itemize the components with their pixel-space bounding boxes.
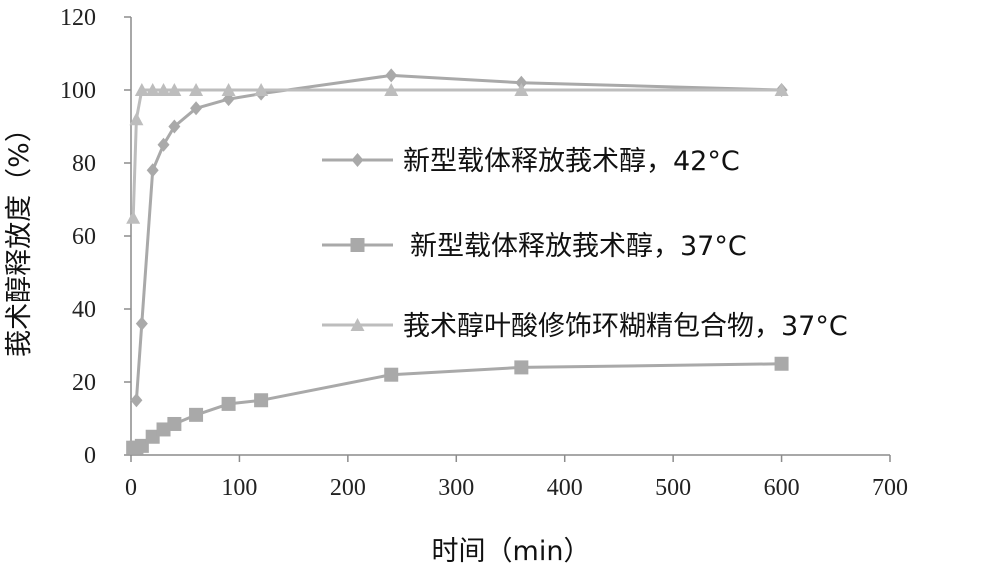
data-point: [222, 397, 236, 411]
legend-marker: [352, 153, 364, 167]
data-point: [167, 417, 181, 431]
data-point: [189, 408, 203, 422]
x-tick-label: 200: [330, 475, 366, 501]
x-tick-label: 600: [764, 475, 800, 501]
y-tick-label: 80: [72, 151, 96, 177]
x-tick-label: 100: [221, 475, 257, 501]
data-point: [775, 357, 789, 371]
data-point: [254, 393, 268, 407]
series-2: [126, 357, 788, 455]
legend-item-2: 新型载体释放莪术醇，37°C: [322, 231, 747, 262]
x-tick-label: 700: [872, 475, 908, 501]
y-tick-label: 20: [72, 370, 96, 396]
legend-label: 莪术醇叶酸修饰环糊精包合物，37°C: [403, 311, 848, 342]
y-tick-label: 100: [60, 78, 96, 104]
legend-item-3: 莪术醇叶酸修饰环糊精包合物，37°C: [322, 311, 848, 342]
y-tick-label: 60: [72, 224, 96, 250]
y-axis-title: 莪术醇释放度（%）: [4, 115, 35, 357]
data-point: [130, 393, 142, 407]
data-point: [384, 368, 398, 382]
legend-label: 新型载体释放莪术醇，42°C: [403, 146, 740, 177]
data-point: [136, 317, 148, 331]
x-tick-label: 0: [125, 475, 137, 501]
y-tick-label: 120: [60, 5, 96, 31]
legend-label: 新型载体释放莪术醇，37°C: [410, 231, 747, 262]
x-axis-title: 时间（min）: [432, 536, 591, 567]
x-tick-label: 400: [547, 475, 583, 501]
legend: 新型载体释放莪术醇，42°C 新型载体释放莪术醇，37°C 莪术醇叶酸修饰环糊精包合…: [322, 146, 848, 342]
data-point: [514, 360, 528, 374]
data-point: [126, 211, 140, 224]
y-tick-label: 40: [72, 297, 96, 323]
x-tick-label: 300: [438, 475, 474, 501]
x-tick-label: 500: [655, 475, 691, 501]
data-point: [385, 68, 397, 82]
data-point: [147, 163, 159, 177]
legend-item-1: 新型载体释放莪术醇，42°C: [322, 146, 740, 177]
legend-marker: [351, 238, 365, 252]
y-tick-label: 0: [84, 443, 96, 469]
